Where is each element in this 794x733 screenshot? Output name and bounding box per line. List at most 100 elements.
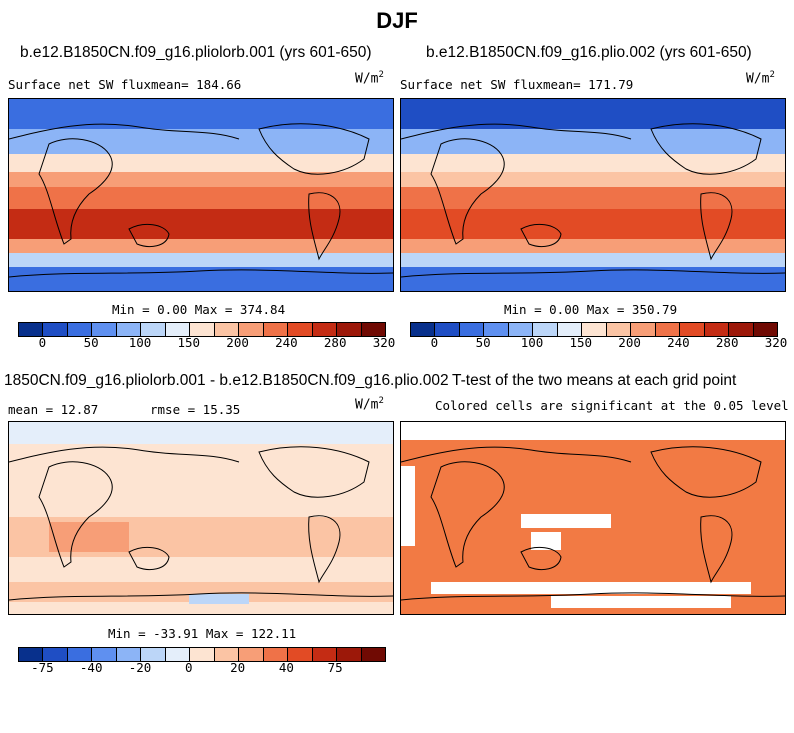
- panel1-coastline-namerica: [258, 123, 370, 175]
- panel2-band-n-sub: [401, 172, 785, 187]
- panel4-nonsig-antarctic: [551, 596, 731, 608]
- colorbar-tick-label: 240: [275, 335, 298, 350]
- colorbar-swatch: [239, 648, 264, 661]
- panel2-title: b.e12.B1850CN.f09_g16.plio.002 (yrs 601-…: [426, 44, 752, 61]
- colorbar-swatch: [533, 323, 558, 336]
- panel2-coastline-eurasia: [401, 123, 632, 140]
- panel4-coastline-africa: [430, 461, 505, 568]
- colorbar-swatch: [19, 648, 44, 661]
- panel1-band-s-high: [9, 253, 393, 267]
- colorbar-tick-label: 0: [430, 335, 439, 350]
- panel3-antarctic-negative: [189, 594, 249, 604]
- panel1-band-n-mid: [9, 154, 393, 172]
- panel2-minmax: Min = 0.00 Max = 350.79: [504, 302, 678, 317]
- colorbar-tick-label: 40: [278, 660, 294, 675]
- colorbar-swatch: [729, 323, 754, 336]
- panel3-coastline-antarctica: [9, 592, 393, 601]
- panel2-band-eq: [401, 187, 785, 209]
- colorbar-swatch: [288, 648, 313, 661]
- colorbar-tick-label: -40: [79, 660, 103, 675]
- panel4-title: T-test of the two means at each grid poi…: [452, 372, 737, 389]
- panel4-nonsig-tropical: [521, 514, 611, 528]
- panel3-rmse: rmse = 15.35: [150, 402, 241, 417]
- panel2-subtitle: Surface net SW fluxmean= 171.79: [400, 77, 634, 92]
- panel1-polar-north: [9, 99, 393, 129]
- panel2-map: [400, 98, 786, 292]
- colorbar-swatch: [92, 648, 117, 661]
- panel1-coastline-antarctica: [9, 269, 393, 278]
- panel2-coastline-australia: [520, 223, 562, 247]
- colorbar-swatch: [263, 323, 289, 336]
- colorbar-tick-label: 50: [475, 335, 491, 350]
- colorbar-tick-label: 320: [764, 335, 788, 350]
- colorbar-tick-label: 150: [177, 335, 201, 350]
- colorbar-tick-label: 280: [323, 335, 347, 350]
- colorbar-swatch: [312, 648, 338, 661]
- colorbar-swatch: [190, 648, 215, 661]
- colorbar-swatch: [165, 648, 191, 661]
- panel1-coastline-australia: [128, 223, 170, 247]
- panel4-map: [400, 421, 786, 615]
- colorbar-tick-label: 0: [185, 660, 193, 675]
- panel1-colorbar-ticks: 0 50 100 150 200 240 280 320: [18, 335, 396, 351]
- panel3-coastline-samerica: [308, 515, 341, 584]
- colorbar-swatch: [43, 648, 68, 661]
- panel2-coastline-namerica: [650, 123, 762, 175]
- colorbar-swatch: [92, 323, 117, 336]
- panel2-colorbar: [410, 322, 778, 337]
- main-title: DJF: [376, 8, 418, 33]
- colorbar-swatch: [484, 323, 509, 336]
- panel1-band-s-sub: [9, 209, 393, 239]
- panel1-coastline-africa: [38, 138, 113, 245]
- panel3-coastline-africa: [38, 461, 113, 568]
- colorbar-swatch: [361, 648, 386, 661]
- colorbar-swatch: [361, 323, 386, 336]
- panel1-coastline-samerica: [308, 192, 341, 261]
- panel4-nonsig-australia: [531, 532, 561, 550]
- colorbar-swatch: [631, 323, 656, 336]
- panel3-coastline-namerica: [258, 446, 370, 498]
- colorbar-swatch: [312, 323, 338, 336]
- colorbar-swatch: [337, 323, 362, 336]
- panel3-minmax: Min = -33.91 Max = 122.11: [108, 626, 297, 641]
- panel2-band-s-sub: [401, 209, 785, 239]
- panel4-nonsig-arctic: [401, 422, 785, 440]
- panel3-polar-north: [9, 422, 393, 444]
- colorbar-tick-label: 0: [38, 335, 47, 350]
- panel1-band-eq: [9, 187, 393, 209]
- colorbar-swatch: [116, 648, 142, 661]
- panel4-coastline-eurasia: [401, 446, 632, 463]
- colorbar-swatch: [459, 323, 485, 336]
- colorbar-swatch: [141, 323, 166, 336]
- panel1-subtitle: Surface net SW fluxmean= 184.66: [8, 77, 242, 92]
- colorbar-tick-label: 20: [230, 660, 246, 675]
- colorbar-swatch: [43, 323, 68, 336]
- panel1-band-n-sub: [9, 172, 393, 187]
- panel4-coastline-antarctica: [401, 592, 785, 601]
- panel4-coastline-namerica: [650, 446, 762, 498]
- panel3-title: 1850CN.f09_g16.pliolorb.001 - b.e12.B185…: [4, 372, 449, 389]
- colorbar-swatch: [19, 323, 44, 336]
- colorbar-swatch: [67, 323, 93, 336]
- panel2-band-n-mid: [401, 154, 785, 172]
- colorbar-swatch: [214, 648, 240, 661]
- colorbar-swatch: [606, 323, 632, 336]
- panel3-map: [8, 421, 394, 615]
- colorbar-swatch: [704, 323, 730, 336]
- colorbar-tick-label: 100: [128, 335, 152, 350]
- panel2-polar-north: [401, 99, 785, 129]
- panel1-minmax: Min = 0.00 Max = 374.84: [112, 302, 286, 317]
- colorbar-swatch: [753, 323, 778, 336]
- colorbar-tick-label: 100: [520, 335, 544, 350]
- colorbar-tick-label: 200: [226, 335, 249, 350]
- colorbar-tick-label: 280: [715, 335, 739, 350]
- colorbar-swatch: [557, 323, 583, 336]
- colorbar-tick-label: 75: [327, 660, 343, 675]
- panel2-colorbar-ticks: 0 50 100 150 200 240 280 320: [410, 335, 788, 351]
- colorbar-swatch: [435, 323, 460, 336]
- colorbar-tick-label: 200: [618, 335, 641, 350]
- panel3-coastline-australia: [128, 546, 170, 570]
- panel3-coastline-eurasia: [9, 446, 240, 463]
- panel1-units: W/m2: [355, 70, 384, 87]
- colorbar-swatch: [508, 323, 534, 336]
